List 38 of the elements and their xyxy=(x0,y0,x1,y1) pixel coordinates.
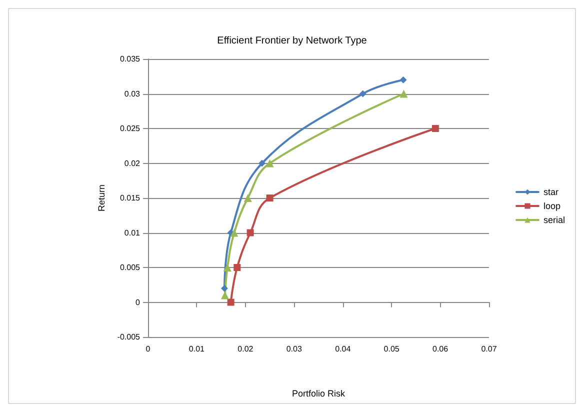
point xyxy=(400,90,408,98)
x-tick-label: 0 xyxy=(146,344,151,354)
x-tick-label: 0.05 xyxy=(384,344,400,354)
y-axis-title: Return xyxy=(96,184,106,212)
y-tick-label: 0.03 xyxy=(124,89,141,98)
y-tick-label: 0.035 xyxy=(120,54,141,64)
y-tick-label: 0.015 xyxy=(120,194,141,202)
point xyxy=(246,229,254,236)
point xyxy=(400,76,407,84)
y-tick-label: 0 xyxy=(136,298,141,307)
point xyxy=(359,90,366,98)
point xyxy=(230,228,238,237)
point xyxy=(244,194,252,202)
legend-label: serial xyxy=(543,215,566,225)
x-tick-label: 0.07 xyxy=(481,344,498,354)
legend-label: star xyxy=(543,187,559,197)
point xyxy=(258,160,266,167)
point xyxy=(234,264,241,271)
x-tick-label: 0.04 xyxy=(335,344,352,354)
point xyxy=(227,298,234,306)
point xyxy=(266,194,274,202)
x-tick-label: 0.02 xyxy=(238,344,254,354)
y-tick-label: 0.005 xyxy=(120,263,141,272)
legend-label: loop xyxy=(543,201,561,211)
x-tick-label: 0.01 xyxy=(188,344,206,354)
y-tick-label: 0.02 xyxy=(124,158,141,168)
point xyxy=(220,284,228,292)
x-axis-title: Portfolio Risk xyxy=(292,388,346,398)
x-tick-label: 0.03 xyxy=(286,344,302,354)
y-tick-label: 0.025 xyxy=(120,124,141,133)
point xyxy=(432,125,439,132)
x-tick-label: 0.06 xyxy=(432,344,449,354)
chart-title: Efficient Frontier by Network Type xyxy=(217,36,368,46)
point xyxy=(220,291,229,300)
point xyxy=(223,264,232,272)
point xyxy=(266,159,274,168)
y-tick-label: 0.01 xyxy=(124,228,141,238)
y-tick-label: -0.005 xyxy=(117,332,141,342)
